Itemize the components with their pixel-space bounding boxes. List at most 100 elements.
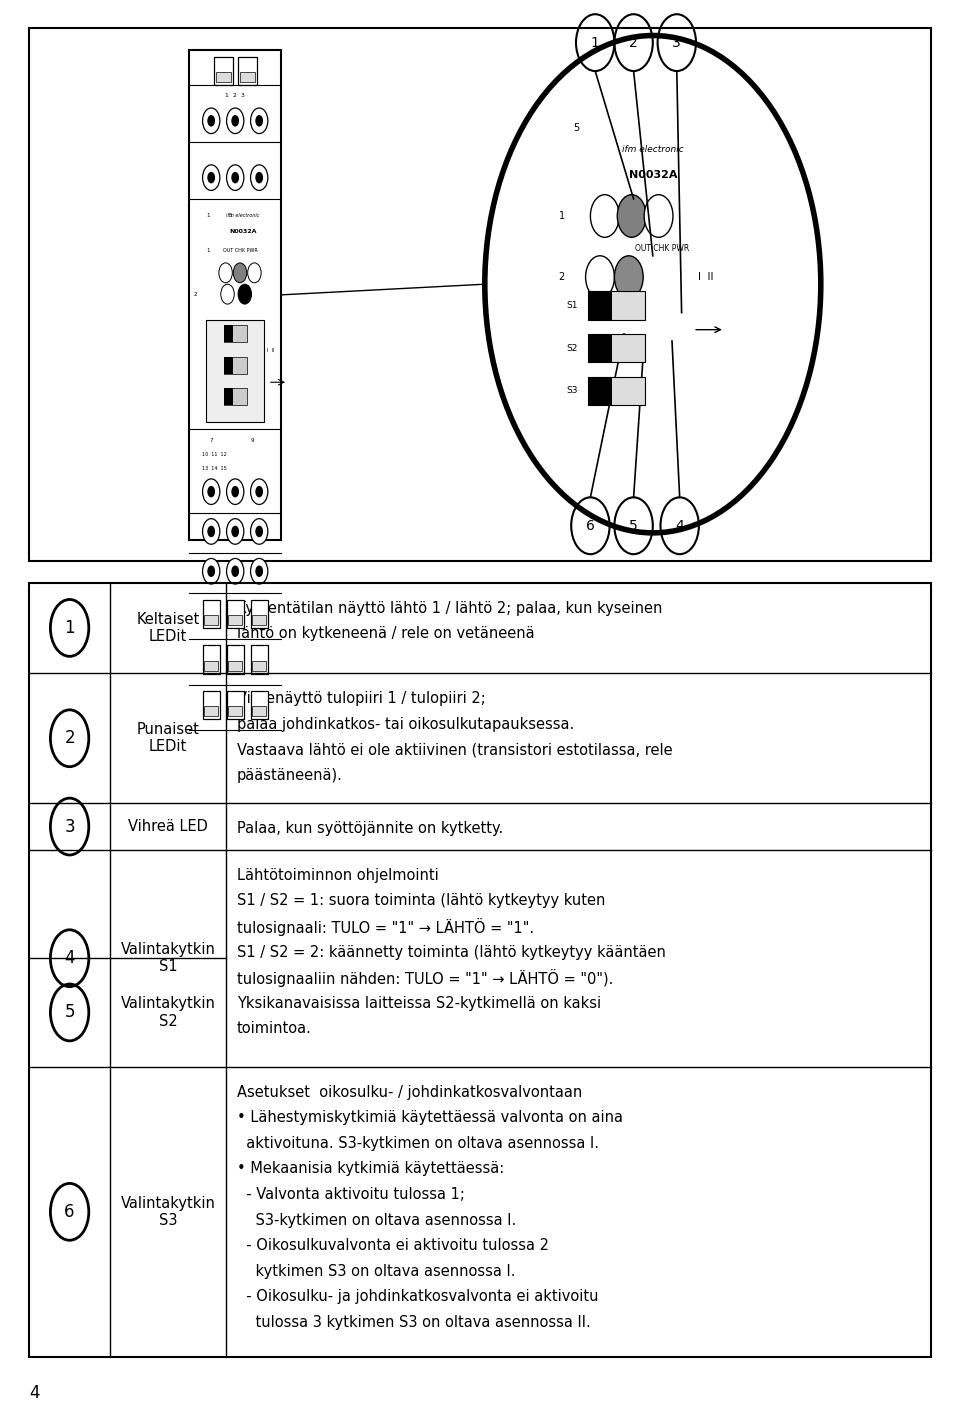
- Text: I  II: I II: [698, 271, 713, 283]
- Bar: [227, 645, 244, 674]
- Circle shape: [219, 263, 232, 283]
- Bar: [240, 72, 255, 82]
- Text: S3: S3: [210, 394, 217, 399]
- Bar: [227, 600, 244, 628]
- Text: S1 / S2 = 2: käännetty toiminta (lähtö kytkeytyy kääntäen: S1 / S2 = 2: käännetty toiminta (lähtö k…: [237, 945, 666, 959]
- Text: 1: 1: [559, 210, 564, 222]
- Text: S1: S1: [210, 331, 217, 337]
- Bar: [588, 334, 612, 362]
- Text: 1  2  3: 1 2 3: [226, 92, 245, 98]
- Circle shape: [203, 558, 220, 584]
- Text: 1: 1: [64, 620, 75, 637]
- Text: Keltaiset
LEDit: Keltaiset LEDit: [136, 611, 200, 644]
- Text: 5: 5: [64, 1003, 75, 1022]
- Circle shape: [617, 195, 646, 237]
- Text: päästäneenä).: päästäneenä).: [237, 767, 343, 783]
- Text: 3: 3: [672, 36, 682, 50]
- Text: 2: 2: [559, 271, 564, 283]
- Text: aktivoituna. S3-kytkimen on oltava asennossa I.: aktivoituna. S3-kytkimen on oltava asenn…: [237, 1135, 599, 1151]
- Text: N0032A: N0032A: [229, 229, 256, 234]
- Text: 2: 2: [194, 291, 198, 297]
- Circle shape: [255, 115, 263, 126]
- Bar: [215, 72, 230, 82]
- Bar: [224, 325, 247, 342]
- Bar: [228, 706, 242, 716]
- Bar: [203, 691, 220, 719]
- Bar: [238, 57, 257, 85]
- Circle shape: [238, 284, 252, 304]
- Bar: [252, 706, 266, 716]
- Text: N0032A: N0032A: [629, 169, 677, 180]
- Circle shape: [207, 566, 215, 577]
- Bar: [252, 661, 266, 671]
- Text: - Oikosulku- ja johdinkatkosvalvonta ei aktivoitu: - Oikosulku- ja johdinkatkosvalvonta ei …: [237, 1289, 599, 1304]
- Text: Lähtötoiminnon ohjelmointi: Lähtötoiminnon ohjelmointi: [237, 868, 439, 882]
- Bar: [228, 615, 242, 625]
- Circle shape: [231, 172, 239, 183]
- Circle shape: [255, 526, 263, 537]
- Text: Valintakytkin
S2: Valintakytkin S2: [121, 996, 215, 1029]
- Bar: [227, 691, 244, 719]
- Circle shape: [485, 36, 821, 533]
- Bar: [224, 325, 233, 342]
- Text: Palaa, kun syöttöjännite on kytketty.: Palaa, kun syöttöjännite on kytketty.: [237, 821, 503, 837]
- Bar: [588, 291, 645, 320]
- Circle shape: [203, 108, 220, 134]
- Text: 2: 2: [64, 729, 75, 747]
- Bar: [204, 661, 218, 671]
- Bar: [224, 357, 233, 374]
- Text: - Oikosulkuvalvonta ei aktivoitu tulossa 2: - Oikosulkuvalvonta ei aktivoitu tulossa…: [237, 1238, 549, 1253]
- Circle shape: [227, 519, 244, 544]
- Bar: [213, 57, 232, 85]
- Text: • Lähestymiskytkimiä käytettäessä valvonta on aina: • Lähestymiskytkimiä käytettäessä valvon…: [237, 1110, 623, 1125]
- Circle shape: [231, 566, 239, 577]
- Circle shape: [231, 115, 239, 126]
- Bar: [29, 583, 931, 1357]
- Bar: [203, 645, 220, 674]
- Text: palaa johdinkatkos- tai oikosulkutapauksessa.: palaa johdinkatkos- tai oikosulkutapauks…: [237, 716, 574, 732]
- Text: Asetukset  oikosulku- / johdinkatkosvalvontaan: Asetukset oikosulku- / johdinkatkosvalvo…: [237, 1084, 583, 1100]
- Text: 1: 1: [206, 213, 210, 219]
- Bar: [588, 377, 645, 405]
- Bar: [588, 291, 612, 320]
- Circle shape: [227, 108, 244, 134]
- Text: S1 / S2 = 1: suora toiminta (lähtö kytkeytyy kuten: S1 / S2 = 1: suora toiminta (lähtö kytke…: [237, 894, 606, 908]
- Bar: [206, 320, 264, 422]
- Bar: [224, 388, 233, 405]
- Circle shape: [227, 165, 244, 190]
- Bar: [588, 334, 645, 362]
- Text: ifm electronic: ifm electronic: [227, 213, 259, 219]
- Text: 1: 1: [590, 36, 600, 50]
- Text: Kytkentätilan näyttö lähtö 1 / lähtö 2; palaa, kun kyseinen: Kytkentätilan näyttö lähtö 1 / lähtö 2; …: [237, 601, 662, 615]
- Circle shape: [251, 558, 268, 584]
- Bar: [224, 357, 247, 374]
- Text: tulosignaaliin nähden: TULO = "1" → LÄHTÖ = "0").: tulosignaaliin nähden: TULO = "1" → LÄHT…: [237, 969, 613, 986]
- Text: kytkimen S3 on oltava asennossa I.: kytkimen S3 on oltava asennossa I.: [237, 1263, 516, 1279]
- Circle shape: [227, 479, 244, 504]
- Text: 4: 4: [675, 519, 684, 533]
- Text: 13  14  15: 13 14 15: [202, 466, 227, 472]
- Circle shape: [207, 172, 215, 183]
- Circle shape: [203, 479, 220, 504]
- Text: Valintakytkin
S1: Valintakytkin S1: [121, 942, 215, 975]
- Circle shape: [203, 165, 220, 190]
- Text: 6: 6: [586, 519, 595, 533]
- Circle shape: [586, 256, 614, 298]
- Circle shape: [251, 165, 268, 190]
- Text: 4: 4: [29, 1384, 39, 1401]
- Text: 7: 7: [209, 438, 213, 443]
- Text: OUT CHK PWR: OUT CHK PWR: [223, 247, 257, 253]
- Text: - Valvonta aktivoitu tulossa 1;: - Valvonta aktivoitu tulossa 1;: [237, 1187, 465, 1202]
- Text: toimintoa.: toimintoa.: [237, 1022, 312, 1036]
- Text: Valintakytkin
S3: Valintakytkin S3: [121, 1195, 215, 1228]
- Text: lähtö on kytkeneenä / rele on vetäneenä: lähtö on kytkeneenä / rele on vetäneenä: [237, 627, 535, 641]
- Circle shape: [227, 558, 244, 584]
- Text: OUT CHK PWR: OUT CHK PWR: [636, 244, 689, 253]
- Bar: [251, 600, 268, 628]
- Text: 5: 5: [228, 213, 232, 219]
- Text: 1: 1: [206, 247, 210, 253]
- Text: 10  11  12: 10 11 12: [202, 452, 227, 458]
- Circle shape: [233, 263, 247, 283]
- Circle shape: [251, 479, 268, 504]
- Bar: [204, 615, 218, 625]
